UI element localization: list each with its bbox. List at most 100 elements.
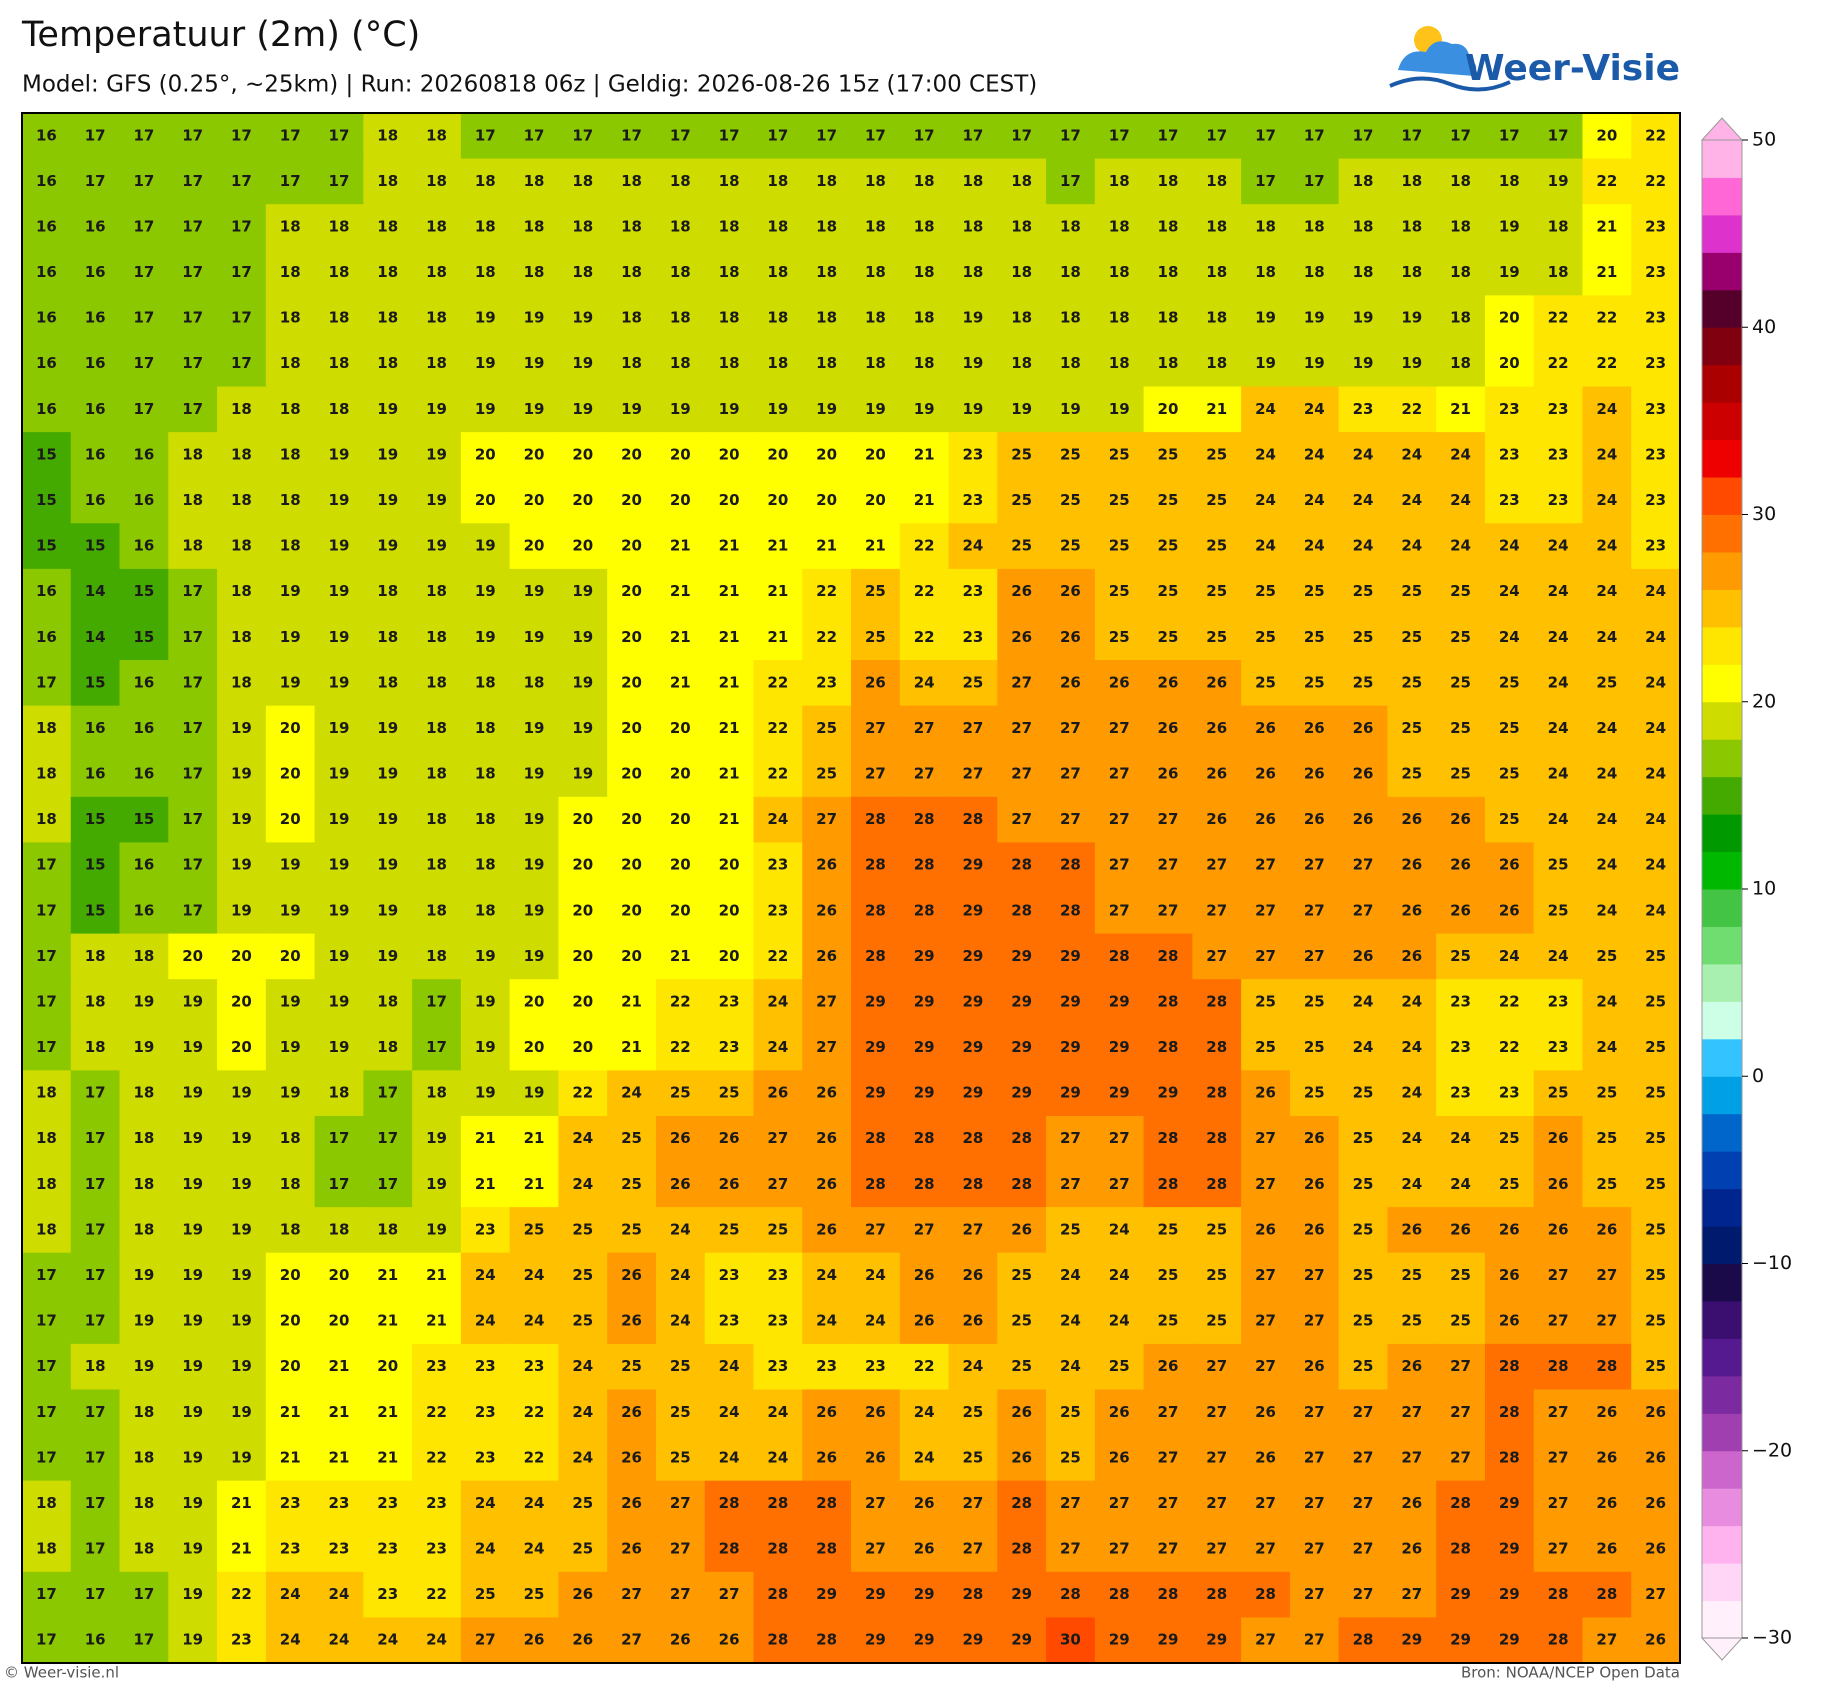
temperature-label: 19: [182, 1631, 203, 1649]
temperature-cell: [22, 568, 72, 616]
temperature-cell: [851, 660, 901, 707]
temperature-label: 19: [182, 1038, 203, 1056]
temperature-cell: [168, 340, 218, 388]
temperature-label: 21: [767, 628, 788, 646]
temperature-label: 27: [1304, 1540, 1325, 1558]
temperature-cell: [363, 888, 413, 935]
temperature-label: 19: [231, 1084, 252, 1102]
temperature-label: 26: [1401, 947, 1422, 965]
temperature-label: 27: [1255, 1494, 1276, 1512]
temperature-cell: [265, 614, 316, 661]
temperature-label: 24: [572, 1175, 593, 1193]
temperature-label: 22: [1548, 354, 1569, 372]
map-frame: [21, 112, 1681, 1664]
temperature-cell: [217, 204, 267, 251]
colorbar-tick-label: 0: [1752, 1065, 1764, 1087]
temperature-label: 25: [621, 1175, 642, 1193]
temperature-label: 27: [1353, 1403, 1374, 1421]
temperature-label: 19: [426, 537, 447, 555]
temperature-cell: [1582, 432, 1632, 479]
temperature-cell: [1143, 1298, 1193, 1345]
temperature-cell: [168, 1298, 218, 1345]
temperature-label: 22: [767, 947, 788, 965]
temperature-label: 26: [1304, 765, 1325, 783]
temperature-label: 28: [1109, 947, 1130, 965]
temperature-cell: [168, 249, 218, 296]
temperature-label: 18: [719, 263, 740, 281]
temperature-cell: [265, 1389, 316, 1436]
temperature-cell: [509, 1298, 560, 1345]
temperature-cell: [1484, 1115, 1535, 1163]
temperature-cell: [753, 477, 803, 524]
temperature-cell: [655, 614, 706, 661]
temperature-label: 17: [280, 126, 301, 144]
temperature-label: 20: [1596, 126, 1617, 144]
temperature-cell: [1289, 1343, 1340, 1391]
temperature-label: 27: [816, 992, 837, 1010]
temperature-label: 18: [816, 172, 837, 190]
temperature-label: 18: [914, 172, 935, 190]
temperature-cell: [851, 751, 901, 798]
temperature-cell: [412, 1617, 462, 1664]
temperature-label: 17: [426, 992, 447, 1010]
temperature-cell: [22, 751, 72, 798]
temperature-cell: [558, 386, 608, 433]
temperature-cell: [558, 295, 608, 342]
temperature-label: 18: [377, 172, 398, 190]
temperature-label: 17: [85, 1312, 106, 1330]
temperature-label: 18: [767, 309, 788, 327]
temperature-cell: [119, 933, 169, 980]
temperature-cell: [1241, 796, 1291, 844]
temperature-label: 20: [280, 1266, 301, 1284]
temperature-label: 18: [36, 1129, 57, 1147]
temperature-cell: [1094, 1298, 1145, 1345]
temperature-label: 25: [1060, 1448, 1081, 1466]
temperature-label: 27: [1206, 1494, 1227, 1512]
temperature-cell: [997, 1617, 1047, 1664]
temperature-cell: [1094, 477, 1145, 524]
temperature-label: 19: [572, 719, 593, 737]
temperature-cell: [558, 432, 608, 479]
temperature-label: 28: [1450, 1540, 1471, 1558]
temperature-label: 24: [1499, 947, 1520, 965]
temperature-label: 19: [524, 354, 545, 372]
temperature-cell: [899, 1389, 950, 1436]
temperature-label: 29: [962, 1038, 983, 1056]
temperature-label: 22: [1596, 172, 1617, 190]
temperature-label: 23: [1645, 491, 1666, 509]
temperature-label: 18: [1158, 172, 1179, 190]
temperature-label: 20: [621, 810, 642, 828]
temperature-label: 24: [1596, 765, 1617, 783]
temperature-cell: [753, 660, 803, 707]
temperature-label: 20: [280, 1312, 301, 1330]
temperature-cell: [217, 1343, 267, 1391]
temperature-cell: [558, 1252, 608, 1299]
temperature-cell: [1241, 933, 1291, 980]
temperature-cell: [1241, 1024, 1291, 1071]
temperature-label: 16: [85, 354, 106, 372]
temperature-cell: [363, 477, 413, 524]
temperature-label: 19: [329, 765, 350, 783]
temperature-label: 17: [1109, 126, 1130, 144]
temperature-label: 27: [1060, 719, 1081, 737]
temperature-cell: [997, 1343, 1047, 1391]
temperature-cell: [948, 113, 998, 160]
temperature-cell: [70, 1480, 121, 1527]
temperature-cell: [655, 386, 706, 433]
temperature-cell: [509, 204, 560, 251]
temperature-label: 23: [426, 1494, 447, 1512]
temperature-label: 20: [621, 856, 642, 874]
temperature-cell: [509, 523, 560, 570]
temperature-cell: [753, 979, 803, 1026]
colorbar-tick-label: 20: [1752, 690, 1776, 712]
temperature-label: 28: [962, 810, 983, 828]
temperature-label: 23: [719, 1312, 740, 1330]
temperature-label: 26: [1450, 856, 1471, 874]
temperature-label: 19: [621, 400, 642, 418]
temperature-label: 18: [865, 309, 886, 327]
temperature-label: 26: [1499, 1220, 1520, 1238]
temperature-cell: [1436, 158, 1486, 205]
temperature-cell: [851, 1161, 901, 1208]
temperature-label: 19: [1255, 309, 1276, 327]
temperature-cell: [1289, 842, 1340, 889]
